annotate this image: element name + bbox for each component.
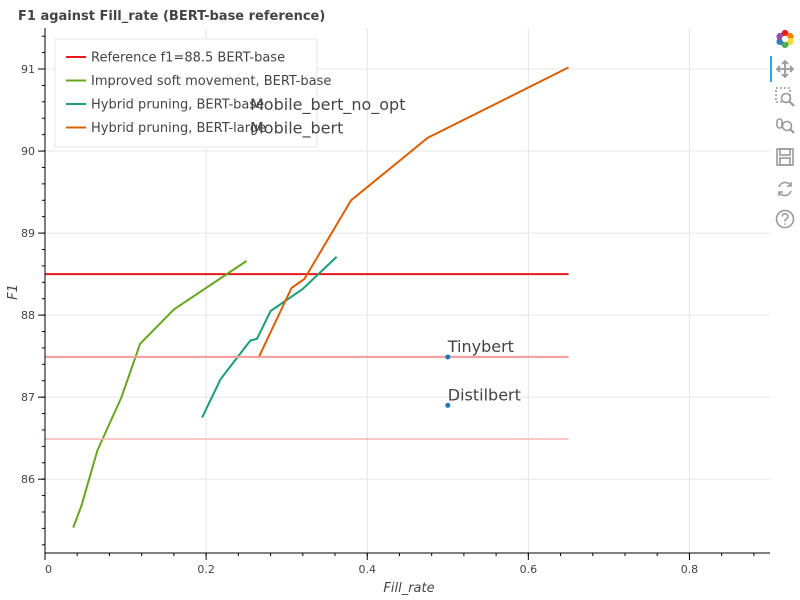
legend-label: Hybrid pruning, BERT-large [91,121,266,136]
axes: 0 0.2 0.4 0.6 0.8 86 87 88 89 90 91 [21,28,770,576]
y-tick-label: 89 [21,227,35,240]
x-tick-label: 0.2 [197,563,215,576]
y-axis-label: F1 [6,284,21,300]
points: Tinybert Distilbert [445,337,521,408]
y-tick-label: 87 [21,391,35,404]
annotation-label: Mobile_bert [250,119,343,139]
legend-label: Improved soft movement, BERT-base [91,74,331,89]
legend-box [54,38,318,148]
reset-icon[interactable] [774,178,796,200]
active-tool-indicator [770,56,772,82]
series-line[interactable] [257,66,570,359]
x-tick-label: 0.8 [681,563,699,576]
x-axis-label: Fill_rate [383,581,434,596]
legend[interactable]: Reference f1=88.5 BERT-base Improved soft… [54,38,331,148]
point-label: Tinybert [447,337,514,356]
wheel-zoom-icon[interactable] [774,115,796,137]
chart-title: F1 against Fill_rate (BERT-base referenc… [18,9,325,24]
legend-label: Hybrid pruning, BERT-base [91,98,264,113]
annotation-label: Mobile_bert_no_opt [250,95,405,115]
series-line[interactable] [72,260,247,528]
point-label: Distilbert [448,385,521,404]
annotations: Mobile_bert_no_opt Mobile_bert [250,95,405,139]
x-tick-label: 0 [45,563,52,576]
y-tick-label: 88 [21,309,35,322]
data-point [445,354,451,360]
pan-tool-icon[interactable] [774,58,796,80]
help-icon[interactable] [774,208,796,230]
toolbar [770,26,800,236]
legend-label: Reference f1=88.5 BERT-base [91,51,285,66]
x-tick-label: 0.6 [520,563,538,576]
data-point [445,402,451,408]
series-line[interactable] [201,256,338,419]
y-tick-label: 90 [21,145,35,158]
box-zoom-icon[interactable] [774,86,796,108]
y-tick-label: 91 [21,63,35,76]
y-tick-label: 86 [21,473,35,486]
bokeh-logo-icon[interactable] [774,28,796,50]
save-icon[interactable] [774,146,796,168]
x-tick-label: 0.4 [358,563,376,576]
plot-area[interactable] [45,66,570,528]
